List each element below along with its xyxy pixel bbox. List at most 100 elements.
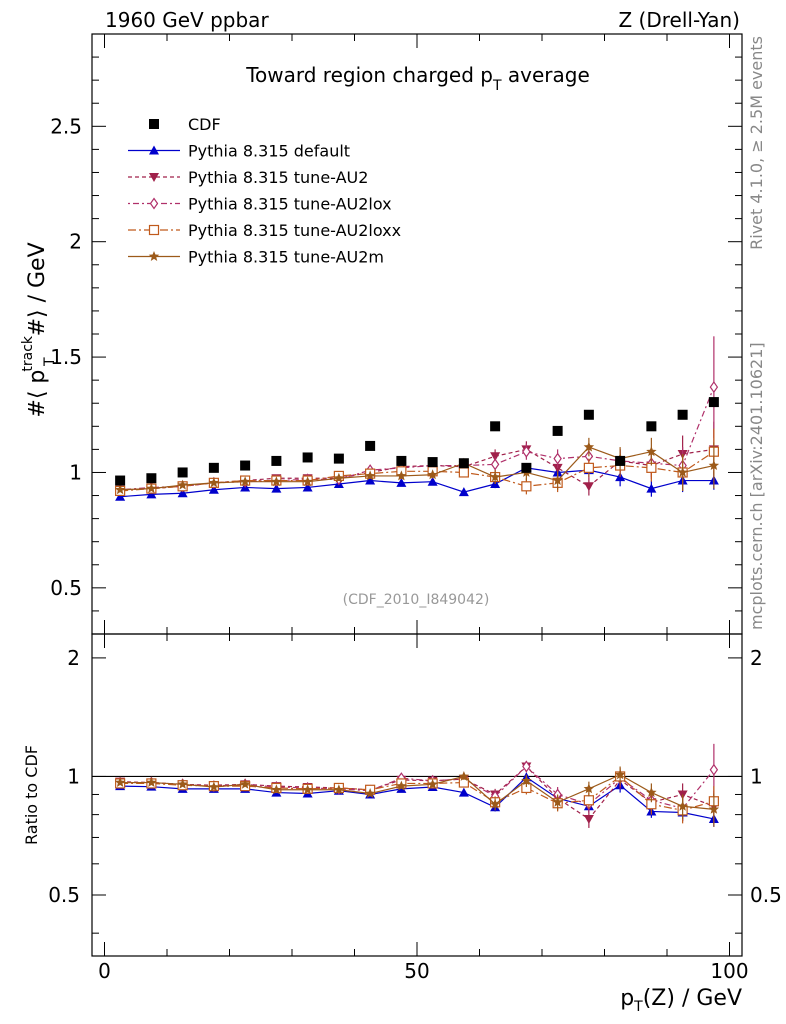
ratio-y-tick-label: 2 bbox=[67, 646, 80, 670]
cdf-data-point bbox=[396, 455, 407, 466]
ratio-data-point bbox=[708, 803, 720, 814]
y-axis-label: #⟨ ptrack T #⟩ / GeV bbox=[20, 242, 58, 417]
chart-title: Toward region charged pT average bbox=[245, 63, 590, 94]
cdf-data-point bbox=[333, 453, 344, 464]
ratio-y-tick-label: 1 bbox=[67, 764, 80, 788]
ratio-data-point bbox=[521, 775, 532, 786]
y-tick-label: 2.5 bbox=[50, 114, 82, 138]
data-point bbox=[489, 471, 501, 482]
data-point bbox=[146, 483, 157, 494]
data-point bbox=[365, 475, 376, 485]
x-tick-label: 100 bbox=[710, 959, 748, 983]
cdf-data-point bbox=[146, 473, 157, 484]
series-1 bbox=[115, 421, 719, 496]
data-point bbox=[490, 452, 501, 462]
cdf-data-point bbox=[302, 452, 313, 463]
legend-label: CDF bbox=[188, 115, 221, 134]
x-axis-label-main: p bbox=[620, 986, 634, 1011]
data-point bbox=[177, 488, 188, 498]
legend-marker bbox=[149, 145, 159, 155]
cdf-data-point bbox=[615, 455, 626, 466]
y-tick-label: 1 bbox=[69, 460, 82, 484]
cdf-data-point bbox=[427, 457, 438, 468]
cdf-data-point bbox=[240, 460, 251, 471]
data-point bbox=[490, 458, 500, 471]
legend-label: Pythia 8.315 tune-AU2 bbox=[188, 168, 368, 187]
y-axis-label-main: #⟨ p bbox=[25, 370, 50, 418]
data-point bbox=[427, 469, 438, 480]
ratio-y-tick-label: 0.5 bbox=[48, 883, 80, 907]
y-tick-label: 0.5 bbox=[50, 576, 82, 600]
legend-marker bbox=[149, 197, 159, 210]
ratio-data-point bbox=[489, 798, 501, 809]
ratio-data-point bbox=[239, 778, 251, 789]
x-tick-label: 0 bbox=[98, 959, 111, 983]
cdf-data-point bbox=[646, 421, 657, 432]
header-left: 1960 GeV ppbar bbox=[105, 8, 269, 32]
legend-marker bbox=[149, 119, 159, 129]
ratio-data-point bbox=[522, 760, 531, 773]
ratio-series bbox=[114, 743, 720, 828]
ratio-data-point bbox=[458, 770, 470, 781]
x-tick-label: 50 bbox=[404, 959, 429, 983]
ratio-data-point bbox=[177, 778, 188, 789]
rivet-label: Rivet 4.1.0, ≥ 2.5M events bbox=[747, 36, 766, 250]
data-point bbox=[114, 484, 126, 495]
ratio-data-point bbox=[552, 796, 563, 807]
cdf-data-point bbox=[552, 425, 563, 436]
legend-label: Pythia 8.315 tune-AU2loxx bbox=[188, 221, 401, 240]
chart-title-tail: average bbox=[502, 63, 590, 87]
data-point bbox=[646, 483, 657, 493]
data-point bbox=[427, 476, 438, 486]
data-point bbox=[458, 487, 469, 497]
legend-label: Pythia 8.315 tune-AU2lox bbox=[188, 195, 392, 214]
x-axis-label-tail: (Z) / GeV bbox=[643, 986, 742, 1011]
ratio-data-point bbox=[146, 777, 157, 787]
ratio-data-point bbox=[677, 800, 688, 811]
header-right: Z (Drell-Yan) bbox=[618, 8, 740, 32]
cdf-data-point bbox=[521, 462, 532, 473]
ratio-y-tick-label-right: 2 bbox=[750, 646, 763, 670]
cdf-data-point bbox=[365, 440, 376, 451]
x-axis-label-sub: T bbox=[633, 999, 643, 1015]
data-point bbox=[396, 477, 407, 487]
cdf-data-point bbox=[115, 475, 126, 486]
legend-label: Pythia 8.315 tune-AU2m bbox=[188, 248, 384, 267]
data-point bbox=[583, 441, 595, 452]
y-tick-label: 2 bbox=[69, 230, 82, 254]
ratio-data-point bbox=[646, 787, 657, 798]
main-axes: 0.5 1 1.5 2 2.5 bbox=[50, 33, 742, 956]
data-point bbox=[646, 446, 657, 457]
data-point bbox=[208, 484, 219, 494]
analysis-tag: (CDF_2010_I849042) bbox=[343, 592, 490, 608]
ratio-series-1 bbox=[115, 760, 719, 828]
series-line bbox=[120, 386, 715, 491]
ratio-data-point bbox=[302, 784, 313, 795]
ratio-data-point bbox=[427, 778, 438, 789]
legend: CDF Pythia 8.315 default Pythia 8.315 tune… bbox=[128, 115, 401, 267]
legend-marker bbox=[148, 251, 160, 261]
series-2 bbox=[115, 336, 719, 496]
chart-title-main: Toward region charged p bbox=[245, 63, 493, 87]
y-axis-label-sup: track bbox=[20, 335, 36, 372]
legend-marker bbox=[148, 224, 160, 236]
series-line bbox=[120, 467, 714, 498]
data-point bbox=[364, 470, 376, 481]
ratio-data-point bbox=[208, 781, 220, 792]
ratio-series-line bbox=[120, 774, 714, 810]
data-point bbox=[115, 491, 126, 501]
cdf-data-point bbox=[708, 397, 719, 408]
ratio-data-point bbox=[458, 787, 469, 797]
ratio-series-line bbox=[120, 776, 714, 820]
data-point bbox=[177, 479, 188, 490]
data-point bbox=[522, 445, 531, 458]
series-0 bbox=[115, 462, 719, 501]
data-point bbox=[333, 472, 345, 483]
data-point bbox=[239, 476, 251, 487]
cdf-data-point bbox=[208, 462, 219, 473]
data-point bbox=[271, 483, 282, 493]
cdf-data bbox=[115, 397, 719, 486]
ratio-data-point bbox=[333, 784, 345, 795]
data-point bbox=[583, 462, 594, 473]
cdf-data-point bbox=[177, 467, 188, 478]
